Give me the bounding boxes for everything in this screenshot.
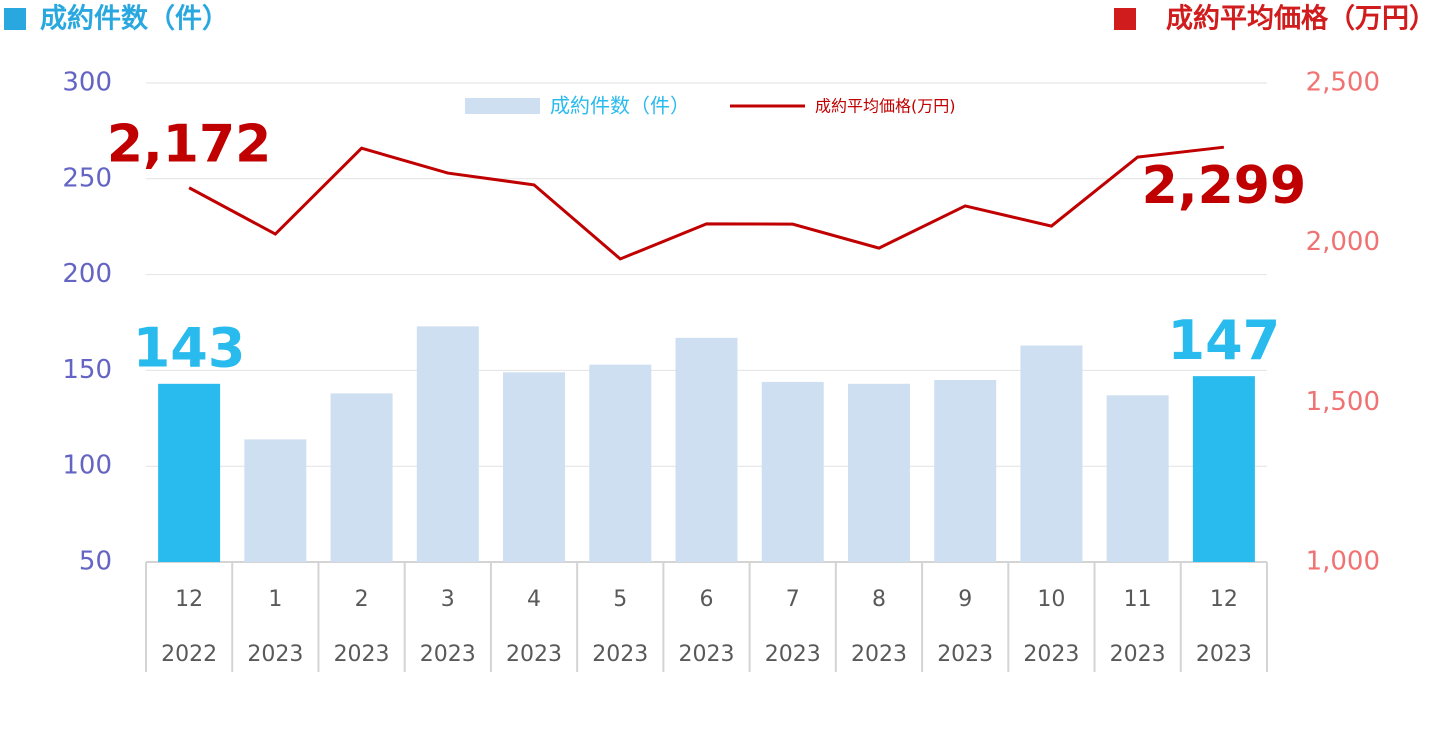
x-tick-label: 9 bbox=[958, 587, 972, 612]
x-tick-label: 3 bbox=[441, 587, 455, 612]
y2-tick-label: 1,000 bbox=[1306, 547, 1380, 577]
x-tick-label: 2 bbox=[355, 587, 369, 612]
x-tick-label: 12 bbox=[1210, 587, 1238, 612]
x-tick-label: 8 bbox=[872, 587, 886, 612]
y-tick-label: 100 bbox=[62, 451, 112, 481]
x-year-label: 2023 bbox=[1110, 642, 1166, 667]
x-year-label: 2023 bbox=[1023, 642, 1079, 667]
x-tick-label: 6 bbox=[700, 587, 714, 612]
bar bbox=[1192, 376, 1255, 562]
bar bbox=[244, 439, 307, 562]
bar bbox=[589, 364, 652, 562]
x-tick-label: 11 bbox=[1124, 587, 1152, 612]
x-year-label: 2023 bbox=[851, 642, 907, 667]
bar bbox=[1106, 395, 1169, 562]
y-tick-label: 200 bbox=[62, 259, 112, 289]
bar bbox=[330, 393, 393, 562]
x-year-label: 2023 bbox=[420, 642, 476, 667]
x-tick-label: 7 bbox=[786, 587, 800, 612]
legend-label: 成約平均価格(万円) bbox=[815, 97, 956, 116]
bar bbox=[934, 379, 997, 562]
line bbox=[188, 145, 1225, 261]
x-year-label: 2023 bbox=[679, 642, 735, 667]
x-tick-label: 10 bbox=[1037, 587, 1065, 612]
y-tick-label: 250 bbox=[62, 163, 112, 193]
bar-value-label: 143 bbox=[133, 316, 246, 379]
bar-value-label: 147 bbox=[1168, 309, 1281, 372]
bar bbox=[158, 383, 221, 562]
legend-label: 成約件数（件） bbox=[550, 94, 690, 118]
x-year-label: 2023 bbox=[765, 642, 821, 667]
bar bbox=[847, 383, 910, 562]
y2-tick-label: 2,500 bbox=[1306, 68, 1380, 98]
bar bbox=[761, 381, 824, 562]
x-year-label: 2023 bbox=[247, 642, 303, 667]
x-year-label: 2022 bbox=[161, 642, 217, 667]
title-square bbox=[1114, 8, 1136, 30]
x-year-label: 2023 bbox=[937, 642, 993, 667]
line-value-label: 2,299 bbox=[1142, 156, 1306, 216]
x-tick-label: 1 bbox=[268, 587, 282, 612]
line-value-label: 2,172 bbox=[107, 115, 271, 175]
title-square bbox=[4, 8, 26, 30]
y2-tick-label: 1,500 bbox=[1306, 387, 1380, 417]
bar bbox=[503, 372, 566, 562]
legend-swatch bbox=[465, 98, 540, 114]
bar bbox=[675, 337, 738, 562]
y-tick-label: 150 bbox=[62, 355, 112, 385]
x-year-label: 2023 bbox=[506, 642, 562, 667]
x-year-label: 2023 bbox=[334, 642, 390, 667]
y2-tick-label: 2,000 bbox=[1306, 227, 1380, 257]
y-tick-label: 50 bbox=[79, 547, 112, 577]
bar bbox=[416, 326, 479, 562]
bar bbox=[1020, 345, 1083, 562]
x-tick-label: 4 bbox=[527, 587, 541, 612]
x-tick-label: 5 bbox=[613, 587, 627, 612]
y-title: 成約件数（件） bbox=[40, 3, 229, 35]
x-year-label: 2023 bbox=[592, 642, 648, 667]
y2-title: 成約平均価格（万円） bbox=[1166, 3, 1436, 35]
y-tick-label: 300 bbox=[62, 68, 112, 98]
x-year-label: 2023 bbox=[1196, 642, 1252, 667]
x-tick-label: 12 bbox=[175, 587, 203, 612]
